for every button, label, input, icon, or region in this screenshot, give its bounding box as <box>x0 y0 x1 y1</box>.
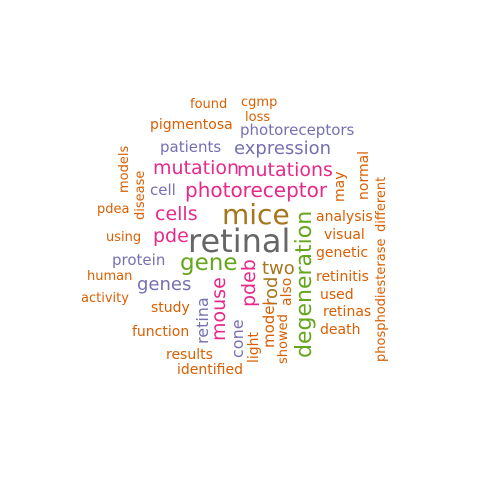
word-genetic: genetic <box>316 245 369 261</box>
word-pdea: pdea <box>97 202 130 217</box>
word-retinal: retinal <box>188 222 291 260</box>
word-normal: normal <box>356 150 372 200</box>
word-degeneration: degeneration <box>292 210 317 358</box>
word-study: study <box>151 300 190 316</box>
word-identified: identified <box>177 362 243 378</box>
word-visual: visual <box>324 227 365 243</box>
word-phosphodiesterase: phosphodiesterase <box>374 238 389 362</box>
word-cell: cell <box>150 181 176 199</box>
word-different: different <box>374 176 389 232</box>
word-showed: showed <box>276 314 291 364</box>
word-pdeb: pdeb <box>238 259 260 307</box>
word-death: death <box>320 322 361 338</box>
word-analysis: analysis <box>316 209 373 225</box>
word-mutation: mutation <box>153 157 240 179</box>
word-expression: expression <box>234 138 332 159</box>
word-protein: protein <box>112 251 166 269</box>
word-models: models <box>117 145 132 193</box>
word-also: also <box>279 277 295 306</box>
word-found: found <box>190 97 228 112</box>
word-model: model <box>260 301 278 348</box>
word-mutations: mutations <box>237 159 333 181</box>
word-mouse: mouse <box>208 277 230 341</box>
word-using: using <box>106 230 142 245</box>
word-retina: retina <box>193 297 212 344</box>
word-retinas: retinas <box>323 304 372 320</box>
word-two: two <box>262 258 295 279</box>
word-cgmp: cgmp <box>241 95 278 110</box>
word-cone: cone <box>228 319 247 358</box>
word-disease: disease <box>133 170 148 220</box>
word-light: light <box>246 331 262 363</box>
word-gene: gene <box>180 250 238 276</box>
word-patients: patients <box>160 138 222 156</box>
word-activity: activity <box>81 291 129 306</box>
word-genes: genes <box>137 274 192 295</box>
word-results: results <box>166 347 213 363</box>
word-used: used <box>320 287 354 303</box>
word-cells: cells <box>155 203 198 225</box>
word-function: function <box>132 324 190 340</box>
word-photoreceptor: photoreceptor <box>185 178 328 202</box>
word-photoreceptors: photoreceptors <box>240 121 355 139</box>
word-mice: mice <box>222 198 290 231</box>
word-retinitis: retinitis <box>316 269 369 285</box>
word-loss: loss <box>245 110 271 125</box>
word-may: may <box>332 171 348 202</box>
word-pigmentosa: pigmentosa <box>150 117 233 133</box>
word-pde: pde <box>153 225 189 247</box>
word-human: human <box>87 269 133 284</box>
